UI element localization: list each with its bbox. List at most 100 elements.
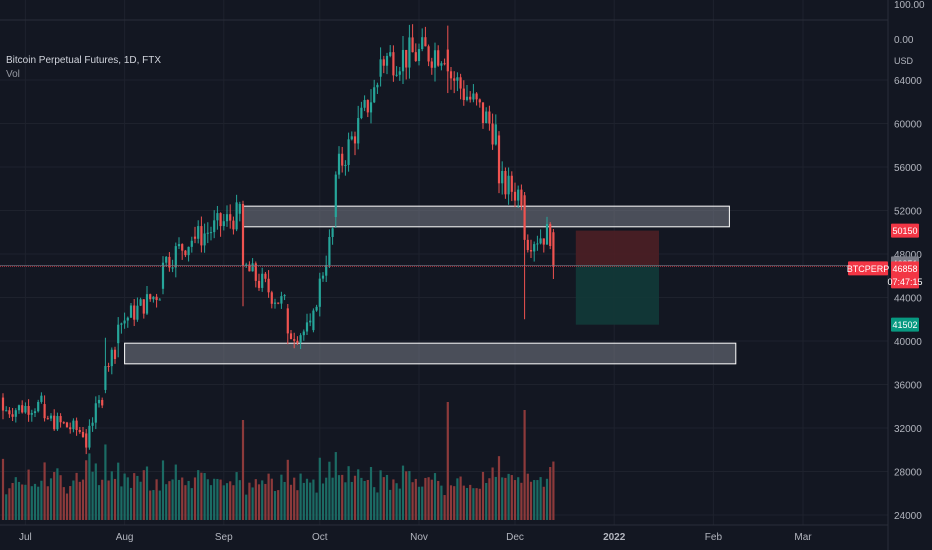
drawing-zones[interactable] <box>124 205 737 365</box>
candle-body[interactable] <box>376 84 379 88</box>
candle-body[interactable] <box>168 256 171 268</box>
candle-body[interactable] <box>126 317 129 321</box>
candle-body[interactable] <box>430 61 433 68</box>
candle-body[interactable] <box>334 174 337 218</box>
candle-body[interactable] <box>456 77 459 81</box>
candle-body[interactable] <box>161 262 165 289</box>
candle-body[interactable] <box>11 414 14 417</box>
candle-body[interactable] <box>453 78 456 81</box>
candle-body[interactable] <box>33 411 37 414</box>
candle-body[interactable] <box>542 238 545 245</box>
candle-body[interactable] <box>305 322 309 332</box>
candle-body[interactable] <box>142 299 145 314</box>
candle-body[interactable] <box>504 170 507 195</box>
candle-body[interactable] <box>94 403 97 423</box>
candle-body[interactable] <box>155 296 158 301</box>
candle-body[interactable] <box>325 265 328 276</box>
candle-body[interactable] <box>497 135 501 184</box>
candle-body[interactable] <box>408 37 411 68</box>
candle-body[interactable] <box>526 239 529 250</box>
candle-body[interactable] <box>459 77 462 89</box>
candle-body[interactable] <box>145 294 149 314</box>
candlestick-series[interactable] <box>1 24 555 455</box>
candle-body[interactable] <box>149 294 152 300</box>
candle-body[interactable] <box>24 405 27 413</box>
candle-body[interactable] <box>321 275 325 279</box>
candle-body[interactable] <box>206 232 209 234</box>
candle-body[interactable] <box>232 220 235 230</box>
candle-body[interactable] <box>78 429 81 432</box>
candle-body[interactable] <box>411 37 414 53</box>
candle-body[interactable] <box>59 416 62 423</box>
candle-body[interactable] <box>53 415 56 430</box>
candle-body[interactable] <box>190 240 193 247</box>
candle-body[interactable] <box>8 410 11 415</box>
candle-body[interactable] <box>469 96 472 100</box>
candle-body[interactable] <box>21 405 24 413</box>
candle-body[interactable] <box>254 263 257 281</box>
candle-body[interactable] <box>97 399 101 404</box>
candle-body[interactable] <box>385 55 389 66</box>
candle-body[interactable] <box>302 331 305 336</box>
candle-body[interactable] <box>392 52 395 76</box>
candle-body[interactable] <box>184 250 187 256</box>
candle-body[interactable] <box>267 278 270 293</box>
position-stop-area[interactable] <box>575 230 659 266</box>
candle-body[interactable] <box>129 305 133 318</box>
candle-body[interactable] <box>401 49 405 72</box>
candle-body[interactable] <box>181 244 184 251</box>
symbol-title[interactable]: Bitcoin Perpetual Futures, 1D, FTX <box>6 55 162 66</box>
candle-body[interactable] <box>216 213 219 221</box>
candle-body[interactable] <box>485 111 488 124</box>
candle-body[interactable] <box>248 264 251 272</box>
candle-body[interactable] <box>405 49 408 68</box>
candle-body[interactable] <box>65 422 69 428</box>
candle-body[interactable] <box>200 226 203 246</box>
candle-body[interactable] <box>187 246 190 256</box>
candle-body[interactable] <box>360 107 363 119</box>
candle-body[interactable] <box>139 299 142 306</box>
candle-body[interactable] <box>350 136 353 140</box>
candle-body[interactable] <box>293 339 296 341</box>
candle-body[interactable] <box>56 416 59 430</box>
candle-body[interactable] <box>341 153 344 166</box>
candle-body[interactable] <box>289 333 293 340</box>
resistance-zone[interactable] <box>242 205 730 228</box>
candle-body[interactable] <box>318 278 321 307</box>
candle-body[interactable] <box>389 52 392 56</box>
candle-body[interactable] <box>353 136 357 144</box>
candle-body[interactable] <box>251 263 254 272</box>
candle-body[interactable] <box>49 415 53 419</box>
candle-body[interactable] <box>481 102 485 124</box>
candle-body[interactable] <box>357 118 360 144</box>
candle-body[interactable] <box>363 100 366 108</box>
candle-body[interactable] <box>270 292 273 304</box>
candle-body[interactable] <box>1 397 5 411</box>
candle-body[interactable] <box>529 249 533 252</box>
candle-body[interactable] <box>75 420 78 430</box>
candle-body[interactable] <box>30 413 33 415</box>
candle-body[interactable] <box>440 63 443 66</box>
candle-body[interactable] <box>14 410 17 417</box>
time-axis[interactable]: Jul Aug Sep Oct Nov Dec 2022 Feb Mar <box>0 524 888 543</box>
candle-body[interactable] <box>222 221 225 227</box>
candle-body[interactable] <box>427 46 430 62</box>
candle-body[interactable] <box>37 401 40 412</box>
candle-body[interactable] <box>257 280 261 288</box>
candle-body[interactable] <box>443 63 446 65</box>
candle-body[interactable] <box>133 305 136 320</box>
support-zone[interactable] <box>124 342 737 365</box>
candle-body[interactable] <box>238 203 241 214</box>
candle-body[interactable] <box>449 71 453 79</box>
candle-body[interactable] <box>283 295 286 297</box>
candle-body[interactable] <box>494 124 497 145</box>
candle-body[interactable] <box>203 233 206 246</box>
candle-body[interactable] <box>152 296 155 300</box>
candle-body[interactable] <box>337 153 341 175</box>
candle-body[interactable] <box>43 404 46 419</box>
candle-body[interactable] <box>373 87 376 103</box>
candle-body[interactable] <box>437 50 440 66</box>
candle-body[interactable] <box>165 256 168 263</box>
